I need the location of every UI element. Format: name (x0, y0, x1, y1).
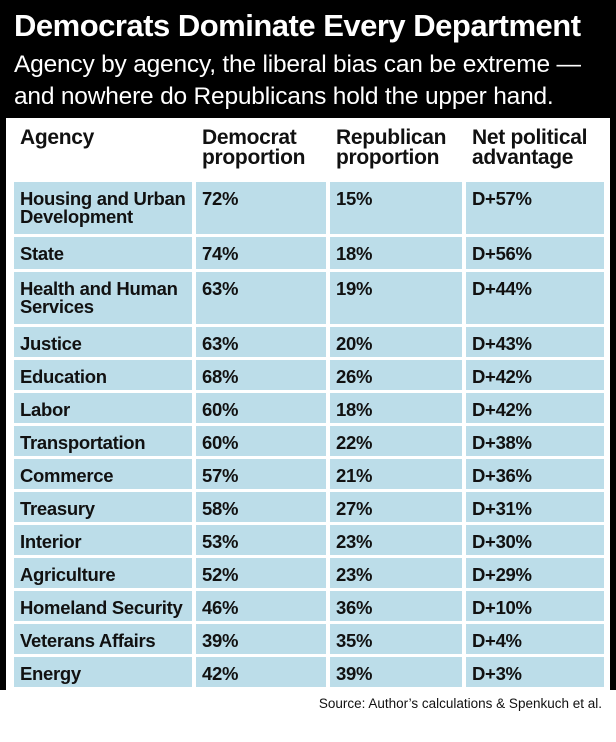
cell-republican: 35% (330, 624, 462, 654)
cell-agency: Housing and Urban Development (14, 182, 192, 234)
cell-democrat: 39% (196, 624, 326, 654)
cell-agency: Justice (14, 327, 192, 357)
cell-agency: State (14, 237, 192, 269)
cell-net-advantage: D+56% (466, 237, 604, 269)
cell-net-advantage: D+57% (466, 182, 604, 234)
data-table: Housing and Urban Development 72% 15% D+57%… (14, 182, 604, 742)
column-header-net-advantage: Net political advantage (472, 126, 588, 169)
cell-democrat: 63% (196, 327, 326, 357)
cell-agency: Energy (14, 657, 192, 687)
cell-democrat: 58% (196, 492, 326, 522)
cell-democrat: 52% (196, 558, 326, 588)
cell-democrat: 63% (196, 272, 326, 324)
table-row: Agriculture 52% 23% D+29% (14, 558, 604, 588)
cell-republican: 15% (330, 182, 462, 234)
cell-agency: Homeland Security (14, 591, 192, 621)
cell-agency: Agriculture (14, 558, 192, 588)
table-row: Justice 63% 20% D+43% (14, 327, 604, 357)
cell-democrat: 74% (196, 237, 326, 269)
cell-net-advantage: D+4% (466, 624, 604, 654)
cell-agency: Veterans Affairs (14, 624, 192, 654)
cell-democrat: 46% (196, 591, 326, 621)
cell-republican: 19% (330, 272, 462, 324)
cell-republican: 23% (330, 525, 462, 555)
table-row: Labor 60% 18% D+42% (14, 393, 604, 423)
cell-republican: 27% (330, 492, 462, 522)
cell-republican: 36% (330, 591, 462, 621)
table-row: Housing and Urban Development 72% 15% D+57% (14, 182, 604, 234)
cell-republican: 18% (330, 237, 462, 269)
cell-net-advantage: D+10% (466, 591, 604, 621)
cell-agency: Education (14, 360, 192, 390)
cell-republican: 39% (330, 657, 462, 687)
cell-agency: Interior (14, 525, 192, 555)
cell-agency: Commerce (14, 459, 192, 489)
cell-agency: Labor (14, 393, 192, 423)
table-row: Interior 53% 23% D+30% (14, 525, 604, 555)
cell-net-advantage: D+36% (466, 459, 604, 489)
source-note: Source: Author’s calculations & Spenkuch… (318, 696, 602, 711)
cell-net-advantage: D+38% (466, 426, 604, 456)
cell-net-advantage: D+3% (466, 657, 604, 687)
table-row: Veterans Affairs 39% 35% D+4% (14, 624, 604, 654)
table-row: Transportation 60% 22% D+38% (14, 426, 604, 456)
cell-net-advantage: D+42% (466, 393, 604, 423)
cell-agency: Transportation (14, 426, 192, 456)
column-header-agency: Agency (20, 126, 95, 149)
page-title: Democrats Dominate Every Department (14, 8, 581, 43)
cell-republican: 20% (330, 327, 462, 357)
table-row: Treasury 58% 27% D+31% (14, 492, 604, 522)
table-row: Energy 42% 39% D+3% (14, 657, 604, 687)
table-row: Education 68% 26% D+42% (14, 360, 604, 390)
cell-democrat: 57% (196, 459, 326, 489)
table-row: State 74% 18% D+56% (14, 237, 604, 269)
cell-democrat: 60% (196, 426, 326, 456)
table-row: Homeland Security 46% 36% D+10% (14, 591, 604, 621)
cell-republican: 21% (330, 459, 462, 489)
cell-democrat: 68% (196, 360, 326, 390)
column-header-democrat: Democrat proportion (202, 126, 306, 169)
cell-republican: 22% (330, 426, 462, 456)
infographic: Democrats Dominate Every Department Agen… (0, 0, 616, 720)
cell-agency: Treasury (14, 492, 192, 522)
cell-net-advantage: D+29% (466, 558, 604, 588)
table-row: Commerce 57% 21% D+36% (14, 459, 604, 489)
table-panel: Agency Democrat proportion Republican pr… (6, 118, 610, 690)
cell-net-advantage: D+31% (466, 492, 604, 522)
cell-democrat: 42% (196, 657, 326, 687)
subtitle: Agency by agency, the liberal bias can b… (14, 51, 581, 110)
cell-republican: 26% (330, 360, 462, 390)
cell-net-advantage: D+30% (466, 525, 604, 555)
cell-net-advantage: D+42% (466, 360, 604, 390)
column-header-republican: Republican proportion (336, 126, 447, 169)
cell-democrat: 60% (196, 393, 326, 423)
table-row: Health and Human Services 63% 19% D+44% (14, 272, 604, 324)
cell-democrat: 53% (196, 525, 326, 555)
footer: Source: Author’s calculations & Spenkuch… (0, 690, 616, 720)
cell-agency: Health and Human Services (14, 272, 192, 324)
cell-net-advantage: D+44% (466, 272, 604, 324)
cell-republican: 23% (330, 558, 462, 588)
cell-democrat: 72% (196, 182, 326, 234)
cell-republican: 18% (330, 393, 462, 423)
header: Democrats Dominate Every Department Agen… (0, 0, 616, 118)
cell-net-advantage: D+43% (466, 327, 604, 357)
